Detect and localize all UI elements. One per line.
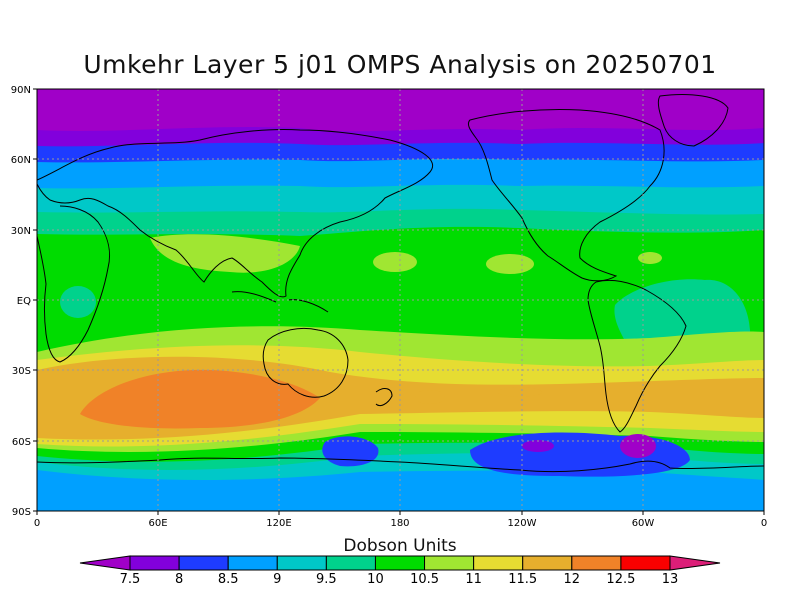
sh-small-max-2 xyxy=(498,387,542,397)
colorbar-segment xyxy=(473,555,524,571)
lon-label-0-right: 0 xyxy=(761,518,767,529)
indian-ocean-max xyxy=(80,369,320,429)
coast-antarctica xyxy=(37,457,764,473)
lat-label-30n: 30N xyxy=(11,226,31,237)
coast-south-america xyxy=(587,279,687,433)
pacific-low xyxy=(470,432,690,477)
colorbar-label: 9.5 xyxy=(316,572,337,587)
africa-min xyxy=(60,286,96,318)
colorbar-segment xyxy=(325,555,376,571)
colorbar-label: 10 xyxy=(367,572,384,587)
lon-labels: 0 60E 120E 180 120W 60W 0 xyxy=(34,518,767,529)
nh-blob-4 xyxy=(638,252,662,264)
colorbar-arrow-low xyxy=(79,555,131,571)
colorbar-label: 13 xyxy=(662,572,679,587)
map-title: Umkehr Layer 5 j01 OMPS Analysis on 2025… xyxy=(83,50,717,79)
lat-label-60s: 60S xyxy=(12,437,31,448)
coast-greenland xyxy=(657,94,729,147)
grid xyxy=(37,89,764,511)
lat-label-90n: 90N xyxy=(11,85,31,96)
lat-label-30s: 30S xyxy=(12,366,31,377)
colorbar-segment xyxy=(227,555,278,571)
lon-label-120e: 120E xyxy=(266,518,291,529)
lon-label-60e: 60E xyxy=(148,518,167,529)
lat-label-eq: EQ xyxy=(17,296,31,307)
coast-indonesia xyxy=(231,291,329,313)
colorbar-label: 12 xyxy=(564,572,581,587)
colorbar-label: 9 xyxy=(273,572,281,587)
lon-label-180: 180 xyxy=(390,518,409,529)
colorbar-segment xyxy=(522,555,573,571)
colorbar-arrow-high xyxy=(669,555,721,571)
lon-label-60w: 60W xyxy=(632,518,655,529)
colorbar: 7.5 8 8.5 9 9.5 10 10.5 11 11.5 12 12.5 13 xyxy=(79,555,721,587)
lat-label-60n: 60N xyxy=(11,155,31,166)
tick-marks xyxy=(33,88,765,515)
drake-low xyxy=(620,434,656,458)
colorbar-segment xyxy=(276,555,327,571)
colorbar-label: 8.5 xyxy=(218,572,239,587)
colorbar-segment xyxy=(620,555,671,571)
colorbar-label: 10.5 xyxy=(410,572,439,587)
nh-blob-3 xyxy=(486,254,534,274)
colorbar-segment xyxy=(571,555,622,571)
lon-label-0: 0 xyxy=(34,518,40,529)
colorbar-segment xyxy=(129,555,180,571)
coast-north-america xyxy=(467,108,665,282)
sh-small-max xyxy=(415,390,445,404)
coast-australia xyxy=(262,327,349,398)
colorbar-segment xyxy=(424,555,475,571)
nh-blob-2 xyxy=(373,252,417,272)
colorbar-segment xyxy=(374,555,426,571)
pacific-low-core xyxy=(522,440,554,452)
colorbar-label: 12.5 xyxy=(606,572,635,587)
colorbar-title: Dobson Units xyxy=(343,536,457,556)
coast-new-zealand xyxy=(375,388,393,407)
colorbar-label: 7.5 xyxy=(120,572,141,587)
coast-eurasia xyxy=(37,128,433,298)
coastlines xyxy=(37,94,764,473)
lat-labels: 90N 60N 30N EQ 30S 60S 90S xyxy=(11,85,31,518)
colorbar-label: 11.5 xyxy=(508,572,537,587)
lat-label-90s: 90S xyxy=(12,507,31,518)
colorbar-segment xyxy=(178,555,229,571)
colorbar-label: 11 xyxy=(465,572,482,587)
colorbar-label: 8 xyxy=(175,572,183,587)
coast-africa xyxy=(37,205,111,363)
lon-label-120w: 120W xyxy=(508,518,537,529)
